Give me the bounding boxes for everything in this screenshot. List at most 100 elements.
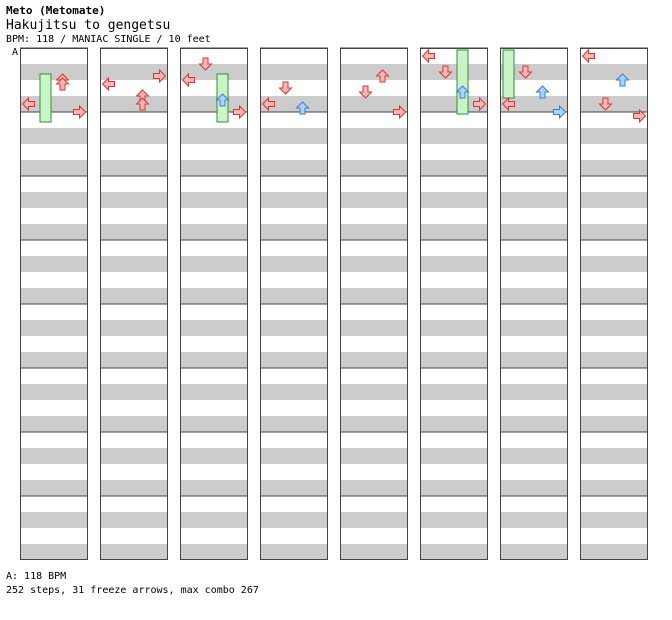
beat-stripe	[340, 416, 408, 432]
beat-stripe	[500, 384, 568, 400]
step-arrow-down	[358, 85, 373, 99]
beat-stripe	[100, 160, 168, 176]
song-title: Hakujitsu to gengetsu	[6, 18, 171, 33]
beat-stripe	[20, 320, 88, 336]
beat-stripe	[180, 288, 248, 304]
beat-stripe	[100, 480, 168, 496]
beat-stripe	[580, 256, 648, 272]
beat-stripe	[340, 352, 408, 368]
beat-stripe	[340, 64, 408, 80]
beat-stripe	[180, 256, 248, 272]
beat-stripe	[100, 544, 168, 560]
beat-stripe	[20, 512, 88, 528]
beat-stripe	[20, 64, 88, 80]
step-arrow-right	[473, 96, 487, 112]
step-arrow-left	[101, 76, 115, 92]
beat-stripe	[20, 256, 88, 272]
beat-stripe	[500, 128, 568, 144]
beat-stripe	[420, 544, 488, 560]
beat-stripe	[180, 416, 248, 432]
beat-stripe	[180, 384, 248, 400]
beat-stripe	[20, 288, 88, 304]
beat-stripe	[260, 224, 328, 240]
beat-stripe	[340, 128, 408, 144]
chart-column	[100, 47, 168, 560]
beat-stripe	[500, 320, 568, 336]
beat-stripe	[500, 96, 568, 112]
beat-stripe	[100, 384, 168, 400]
chart-column	[260, 47, 328, 560]
step-chart	[20, 47, 648, 560]
column-border	[180, 48, 248, 560]
beat-stripe	[340, 544, 408, 560]
beat-stripe	[20, 128, 88, 144]
beat-stripe	[580, 320, 648, 336]
column-border	[500, 48, 568, 560]
beat-stripe	[420, 352, 488, 368]
beat-stripe	[420, 480, 488, 496]
beat-stripe	[420, 320, 488, 336]
beat-stripe	[260, 352, 328, 368]
beat-stripe	[340, 288, 408, 304]
step-arrow-right	[233, 104, 247, 120]
beat-stripe	[20, 160, 88, 176]
beat-stripe	[420, 384, 488, 400]
beat-stripe	[580, 352, 648, 368]
step-arrow-right	[633, 108, 647, 124]
beat-stripe	[100, 352, 168, 368]
column-border	[100, 48, 168, 560]
column-border	[20, 48, 88, 560]
beat-stripe	[20, 416, 88, 432]
beat-stripe	[420, 128, 488, 144]
step-arrow-up	[55, 77, 70, 91]
beat-stripe	[260, 480, 328, 496]
step-arrow-up	[455, 85, 470, 99]
step-arrow-right	[553, 104, 567, 120]
step-arrow-up	[535, 85, 550, 99]
beat-stripe	[580, 64, 648, 80]
beat-stripe	[500, 512, 568, 528]
chart-footer: A: 118 BPM 252 steps, 31 freeze arrows, …	[6, 570, 259, 598]
chart-column	[580, 47, 648, 560]
step-arrow-up	[215, 93, 230, 107]
beat-stripe	[180, 352, 248, 368]
step-arrow-right	[73, 104, 87, 120]
step-arrow-down	[598, 97, 613, 111]
beat-stripe	[100, 512, 168, 528]
freeze-arrow	[502, 49, 515, 99]
column-border	[580, 48, 648, 560]
beat-stripe	[100, 128, 168, 144]
song-artist: Meto (Metomate)	[6, 4, 106, 17]
beat-stripe	[180, 224, 248, 240]
beat-stripe	[340, 320, 408, 336]
step-arrow-left	[421, 48, 435, 64]
beat-stripe	[420, 512, 488, 528]
freeze-arrow	[39, 73, 52, 123]
beat-stripe	[580, 224, 648, 240]
step-arrow-up	[615, 73, 630, 87]
beat-stripe	[20, 224, 88, 240]
beat-stripe	[180, 544, 248, 560]
chart-column	[340, 47, 408, 560]
step-arrow-up	[135, 97, 150, 111]
beat-stripe	[580, 544, 648, 560]
beat-stripe	[20, 448, 88, 464]
beat-stripe	[20, 96, 88, 112]
beat-stripe	[580, 512, 648, 528]
beat-stripe	[180, 64, 248, 80]
beat-stripe	[500, 352, 568, 368]
beat-stripe	[100, 416, 168, 432]
beat-stripe	[100, 448, 168, 464]
beat-stripe	[500, 192, 568, 208]
beat-stripe	[500, 288, 568, 304]
chart-column	[20, 47, 88, 560]
beat-stripe	[180, 512, 248, 528]
step-arrow-down	[518, 65, 533, 79]
chart-column	[180, 47, 248, 560]
beat-stripe	[260, 384, 328, 400]
beat-stripe	[260, 448, 328, 464]
beat-stripe	[20, 352, 88, 368]
step-arrow-left	[261, 96, 275, 112]
beat-stripe	[580, 288, 648, 304]
beat-stripe	[580, 128, 648, 144]
